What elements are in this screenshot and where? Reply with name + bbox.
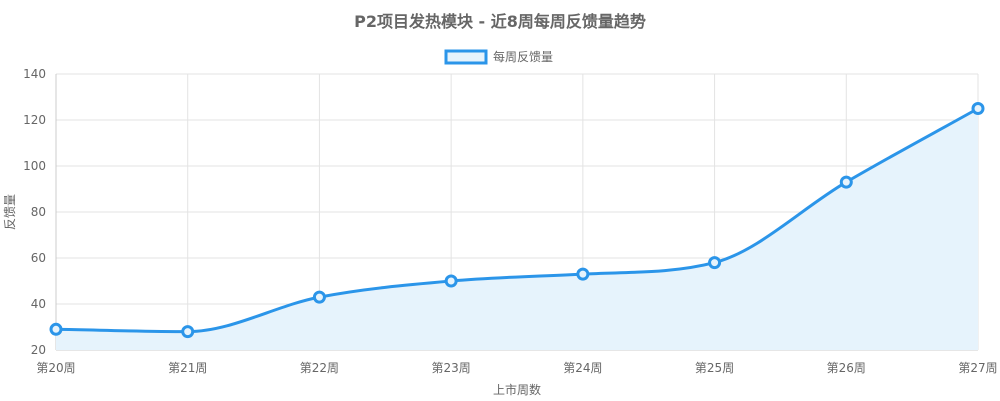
y-tick-label: 140 (23, 67, 46, 81)
y-tick-label: 100 (23, 159, 46, 173)
x-tick-label: 第22周 (300, 361, 339, 375)
data-point[interactable] (444, 274, 458, 288)
chart-title: P2项目发热模块 - 近8周每周反馈量趋势 (354, 12, 646, 31)
x-axis-title: 上市周数 (493, 382, 541, 397)
x-tick-label: 第21周 (168, 361, 207, 375)
series-area-fill (56, 108, 978, 350)
y-tick-label: 60 (31, 251, 46, 265)
y-axis-title: 反馈量 (3, 194, 17, 230)
y-tick-label: 80 (31, 205, 46, 219)
x-tick-label: 第24周 (563, 361, 602, 375)
x-tick-label: 第26周 (827, 361, 866, 375)
legend-swatch[interactable] (444, 49, 488, 65)
legend: 每周反馈量 (444, 49, 553, 65)
data-point[interactable] (708, 256, 722, 270)
data-point[interactable] (49, 322, 63, 336)
legend-label[interactable]: 每周反馈量 (493, 49, 553, 64)
data-point[interactable] (971, 102, 985, 115)
series (49, 102, 985, 350)
x-tick-label: 第27周 (958, 361, 997, 375)
x-tick-label: 第23周 (432, 361, 471, 375)
data-point[interactable] (576, 267, 590, 281)
x-tick-label: 第20周 (36, 361, 75, 375)
y-tick-label: 40 (31, 297, 46, 311)
data-point[interactable] (312, 290, 326, 304)
series-line (55, 107, 979, 334)
y-tick-label: 20 (31, 343, 46, 357)
y-tick-label: 120 (23, 113, 46, 127)
x-tick-label: 第25周 (695, 361, 734, 375)
data-point[interactable] (839, 175, 853, 189)
data-point[interactable] (181, 325, 195, 339)
